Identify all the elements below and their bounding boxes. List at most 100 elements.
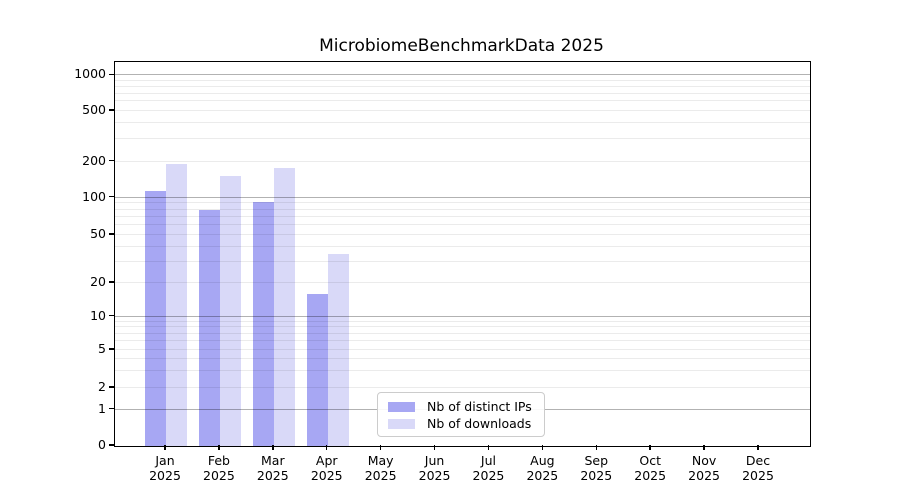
x-tick-label-jul: Jul 2025	[456, 453, 520, 483]
major-gridline-10	[115, 315, 810, 317]
x-tick-mark-mar	[272, 445, 274, 450]
x-tick-mark-sep	[595, 445, 598, 450]
bar-distinct-ips-mar	[252, 202, 274, 446]
x-tick-year: 2025	[742, 468, 774, 483]
x-tick-mark-jan	[164, 445, 166, 450]
x-tick-mark-apr	[325, 445, 328, 450]
minor-gridline-4	[115, 358, 810, 360]
x-tick-month: Jul	[480, 453, 496, 468]
x-tick-year: 2025	[472, 468, 505, 483]
x-tick-month: Jan	[155, 453, 175, 468]
minor-gridline-7	[115, 332, 810, 334]
x-tick-year: 2025	[149, 468, 181, 483]
x-tick-year: 2025	[688, 468, 720, 483]
y-tick-mark-200	[109, 159, 114, 162]
minor-gridline-90	[115, 202, 810, 204]
minor-gridline-900	[115, 79, 810, 81]
y-tick-mark-500	[109, 109, 114, 111]
minor-gridline-600	[115, 100, 810, 102]
y-tick-mark-50	[109, 233, 114, 235]
minor-gridline-40	[115, 245, 810, 247]
minor-gridline-50	[115, 234, 810, 236]
y-tick-mark-20	[109, 281, 114, 283]
bar-downloads-jan	[166, 164, 187, 446]
plot-area	[114, 61, 811, 447]
y-tick-label-1000: 1000	[74, 66, 106, 82]
y-tick-label-0: 0	[98, 437, 106, 452]
y-tick-mark-5	[109, 348, 114, 350]
x-tick-month: May	[367, 453, 394, 468]
x-tick-label-oct: Oct 2025	[618, 453, 682, 483]
bar-distinct-ips-apr	[306, 293, 328, 446]
legend-label-downloads: Nb of downloads	[427, 415, 532, 431]
y-tick-label-20: 20	[90, 274, 106, 290]
x-tick-year: 2025	[256, 468, 289, 483]
x-tick-mark-dec	[757, 445, 759, 450]
minor-gridline-9	[115, 320, 810, 322]
x-tick-mark-oct	[649, 445, 651, 450]
minor-gridline-700	[115, 92, 810, 94]
bar-distinct-ips-feb	[198, 209, 220, 446]
x-tick-year: 2025	[580, 468, 613, 483]
x-tick-label-feb: Feb 2025	[187, 453, 251, 483]
x-tick-year: 2025	[364, 468, 397, 483]
x-tick-month: Jun	[424, 453, 445, 468]
y-tick-label-5: 5	[98, 341, 106, 357]
x-tick-mark-may	[379, 445, 382, 450]
y-tick-mark-2	[109, 386, 114, 388]
x-tick-label-may: May 2025	[349, 453, 413, 483]
minor-gridline-60	[115, 224, 810, 226]
x-tick-year: 2025	[203, 468, 235, 483]
x-tick-mark-jul	[487, 445, 490, 450]
minor-gridline-80	[115, 208, 810, 210]
y-tick-mark-1000	[109, 73, 114, 76]
y-tick-label-1: 1	[98, 400, 106, 416]
minor-gridline-200	[115, 160, 810, 162]
x-tick-month: Mar	[261, 453, 285, 468]
x-tick-month: Oct	[639, 453, 661, 468]
y-tick-label-200: 200	[82, 152, 106, 168]
minor-gridline-500	[115, 109, 810, 111]
minor-gridline-20	[115, 282, 810, 284]
major-gridline-100	[115, 196, 810, 198]
bar-downloads-feb	[219, 175, 241, 446]
minor-gridline-8	[115, 326, 810, 328]
y-tick-mark-0	[109, 444, 114, 446]
minor-gridline-70	[115, 216, 810, 217]
minor-gridline-800	[115, 85, 810, 87]
minor-gridline-5	[115, 349, 810, 351]
y-tick-label-50: 50	[90, 226, 106, 242]
x-tick-label-mar: Mar 2025	[241, 453, 305, 483]
minor-gridline-2	[115, 387, 810, 389]
x-tick-month: Feb	[207, 453, 230, 468]
legend-item-distinct-ips: Nb of distinct IPs	[386, 399, 536, 415]
y-tick-label-10: 10	[90, 307, 106, 323]
x-tick-label-jan: Jan 2025	[133, 453, 197, 483]
x-tick-label-apr: Apr 2025	[295, 453, 359, 483]
legend-swatch-downloads	[388, 418, 415, 429]
bar-distinct-ips-jan	[145, 191, 166, 446]
y-tick-label-2: 2	[98, 379, 106, 395]
x-tick-mark-nov	[703, 445, 705, 450]
x-tick-mark-jun	[433, 445, 436, 450]
x-tick-label-dec: Dec 2025	[726, 453, 790, 483]
y-tick-mark-1	[109, 407, 114, 410]
x-tick-label-aug: Aug 2025	[510, 453, 574, 483]
x-tick-label-sep: Sep 2025	[564, 453, 628, 483]
x-tick-year: 2025	[526, 468, 559, 483]
y-tick-label-100: 100	[82, 188, 106, 204]
major-gridline-1000	[115, 74, 810, 76]
y-tick-mark-100	[109, 195, 114, 198]
minor-gridline-3	[115, 370, 810, 372]
minor-gridline-30	[115, 260, 810, 262]
legend-label-distinct-ips: Nb of distinct IPs	[427, 398, 532, 414]
x-tick-label-jun: Jun 2025	[403, 453, 467, 483]
x-tick-year: 2025	[634, 468, 667, 483]
x-tick-month: Aug	[530, 453, 555, 468]
minor-gridline-300	[115, 138, 810, 140]
x-tick-month: Nov	[691, 453, 717, 468]
bar-downloads-mar	[273, 168, 295, 446]
chart-title: MicrobiomeBenchmarkData 2025	[319, 36, 604, 56]
x-tick-mark-feb	[218, 445, 220, 450]
